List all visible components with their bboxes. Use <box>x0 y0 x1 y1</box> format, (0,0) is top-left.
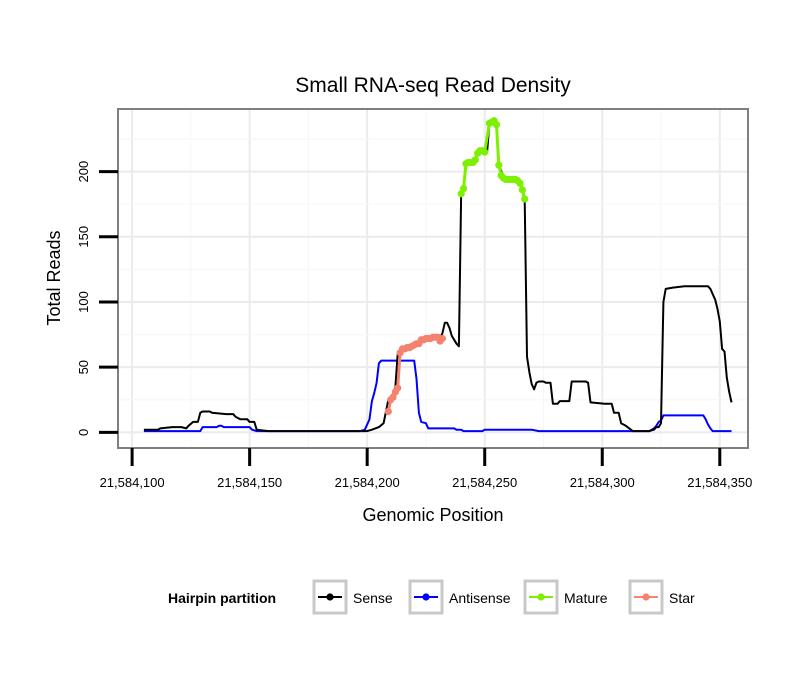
legend-key-point <box>537 593 545 601</box>
plot-border <box>117 108 749 449</box>
y-tick-label: 200 <box>76 161 91 183</box>
legend: Hairpin partition Sense Antisense Mature St… <box>168 579 695 615</box>
x-tick-label: 21,584,150 <box>217 475 282 490</box>
data-point-star <box>394 384 402 392</box>
legend-key-point <box>642 593 650 601</box>
legend-item-star: Star <box>628 579 695 615</box>
legend-label-antisense: Antisense <box>449 590 511 606</box>
series-mature <box>457 117 529 203</box>
axes: 0 50 100 150 200 21,584,100 21,584,150 21,584,2… <box>76 161 752 490</box>
legend-label-sense: Sense <box>353 590 393 606</box>
legend-label-star: Star <box>669 590 695 606</box>
data-point-mature <box>471 156 479 164</box>
data-point-star <box>384 407 392 416</box>
plot-panel <box>118 109 748 448</box>
x-axis-title: Genomic Position <box>362 505 503 525</box>
legend-key-point <box>326 593 334 601</box>
data-point-mature <box>521 195 529 203</box>
data-point-mature <box>492 121 501 129</box>
x-tick-label: 21,584,200 <box>335 475 400 490</box>
chart-title: Small RNA-seq Read Density <box>295 74 571 97</box>
series-star <box>384 333 447 416</box>
data-point-mature <box>518 186 526 194</box>
series-layer <box>143 117 733 433</box>
x-tick-label: 21,584,300 <box>570 475 635 490</box>
data-point-mature <box>495 161 503 169</box>
y-axis-title: Total Reads <box>44 230 64 325</box>
legend-key-point <box>422 593 430 601</box>
data-point-mature <box>459 184 468 193</box>
x-tick-label: 21,584,100 <box>100 475 165 490</box>
legend-title: Hairpin partition <box>168 590 276 606</box>
legend-item-mature: Mature <box>523 579 608 615</box>
y-tick-label: 0 <box>76 429 91 436</box>
legend-label-mature: Mature <box>564 590 608 606</box>
x-tick-label: 21,584,250 <box>452 475 517 490</box>
x-tick-label: 21,584,350 <box>687 475 752 490</box>
series-line-antisense <box>143 359 732 433</box>
data-point-mature <box>481 148 489 156</box>
data-point-mature <box>516 179 524 187</box>
legend-item-sense: Sense <box>312 579 393 615</box>
data-point-star <box>438 334 447 343</box>
y-tick-label: 100 <box>76 291 91 313</box>
y-tick-label: 150 <box>76 226 91 248</box>
y-tick-label: 50 <box>76 360 91 374</box>
legend-item-antisense: Antisense <box>408 579 511 615</box>
grid <box>118 109 748 448</box>
series-antisense <box>143 359 732 433</box>
